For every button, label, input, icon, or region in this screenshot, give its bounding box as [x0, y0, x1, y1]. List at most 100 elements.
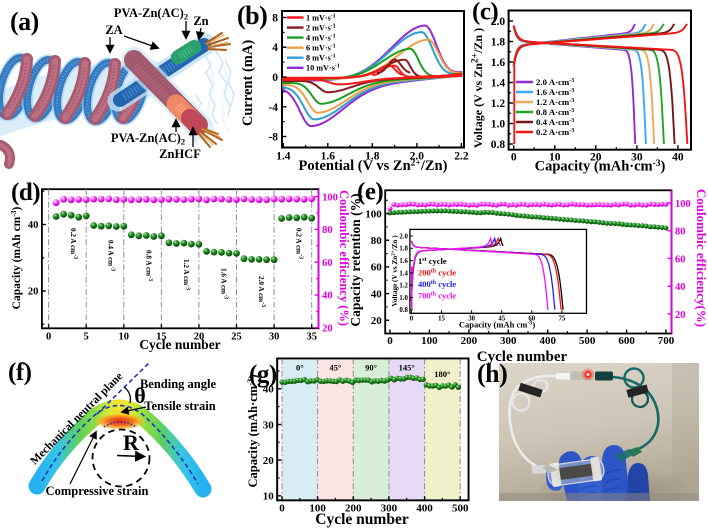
svg-text:20: 20 — [28, 287, 39, 298]
svg-text:100: 100 — [309, 502, 326, 514]
svg-text:Cycle number: Cycle number — [315, 511, 409, 528]
svg-text:700th cycle: 700th cycle — [418, 291, 456, 301]
svg-text:(g): (g) — [249, 361, 277, 388]
svg-text:400: 400 — [416, 502, 433, 514]
svg-text:Capacity (mAh·cm-3): Capacity (mAh·cm-3) — [535, 159, 666, 175]
svg-text:20: 20 — [590, 152, 602, 164]
svg-text:Coulombic efficiency (%): Coulombic efficiency (%) — [337, 190, 351, 326]
svg-text:0: 0 — [279, 502, 285, 514]
svg-text:(c): (c) — [472, 0, 498, 26]
svg-text:60: 60 — [322, 258, 333, 269]
svg-text:400: 400 — [539, 335, 556, 347]
svg-text:Current (mA): Current (mA) — [240, 40, 256, 126]
svg-text:20: 20 — [371, 315, 383, 327]
svg-text:8 mV·s-1: 8 mV·s-1 — [306, 54, 336, 63]
svg-text:ZnHCF: ZnHCF — [159, 147, 201, 161]
svg-text:2.0 A·cm-3: 2.0 A·cm-3 — [536, 77, 574, 87]
svg-text:0.2 A cm-3: 0.2 A cm-3 — [69, 228, 78, 259]
svg-text:1.2 A cm-3: 1.2 A cm-3 — [182, 259, 191, 290]
svg-text:100: 100 — [675, 199, 691, 210]
svg-text:10: 10 — [549, 152, 561, 164]
svg-text:20: 20 — [194, 331, 205, 342]
svg-text:1.0: 1.0 — [491, 119, 506, 131]
svg-text:0.2 A cm-3: 0.2 A cm-3 — [295, 228, 304, 259]
svg-text:1.4: 1.4 — [276, 151, 291, 163]
svg-text:Voltage (V vs Zn2+/Zn ): Voltage (V vs Zn2+/Zn ) — [391, 235, 399, 307]
svg-text:40: 40 — [28, 220, 39, 231]
svg-text:30: 30 — [263, 419, 275, 431]
svg-text:1.6: 1.6 — [491, 57, 506, 69]
svg-text:1.0: 1.0 — [399, 295, 408, 302]
svg-text:100: 100 — [322, 192, 338, 203]
svg-text:Capacity (mAh cm-3): Capacity (mAh cm-3) — [9, 206, 23, 309]
svg-text:60: 60 — [371, 262, 383, 274]
svg-text:2.0: 2.0 — [491, 16, 506, 28]
svg-text:40: 40 — [263, 384, 275, 396]
svg-text:2.2: 2.2 — [454, 151, 469, 163]
svg-text:200: 200 — [461, 335, 478, 347]
svg-text:90°: 90° — [365, 363, 377, 373]
svg-text:(e): (e) — [357, 179, 383, 206]
svg-text:ZA: ZA — [105, 23, 122, 37]
svg-text:15: 15 — [156, 331, 167, 342]
svg-text:-8: -8 — [268, 132, 278, 144]
svg-text:25: 25 — [231, 331, 242, 342]
svg-text:20: 20 — [322, 324, 333, 335]
svg-text:0: 0 — [410, 316, 414, 323]
svg-text:145°: 145° — [399, 363, 415, 373]
svg-text:300: 300 — [500, 335, 517, 347]
svg-text:Cycle number: Cycle number — [477, 349, 568, 365]
svg-text:PVA-Zn(AC)2: PVA-Zn(AC)2 — [114, 6, 188, 22]
svg-text:(f): (f) — [8, 359, 32, 386]
svg-text:0.8 A·cm-3: 0.8 A·cm-3 — [536, 107, 574, 117]
svg-text:0°: 0° — [296, 363, 304, 373]
svg-text:40: 40 — [672, 152, 684, 164]
svg-text:1.4: 1.4 — [491, 78, 506, 90]
svg-text:30: 30 — [269, 331, 280, 342]
svg-text:Coulombic efficiency(%): Coulombic efficiency(%) — [694, 189, 708, 327]
svg-text:100: 100 — [365, 208, 382, 220]
svg-text:θ: θ — [134, 383, 145, 408]
svg-text:180°: 180° — [434, 369, 450, 379]
svg-text:2.0: 2.0 — [399, 233, 408, 240]
svg-text:30: 30 — [468, 316, 475, 323]
svg-text:15: 15 — [438, 316, 445, 323]
svg-text:1.8: 1.8 — [365, 151, 380, 163]
svg-text:60: 60 — [528, 316, 535, 323]
svg-text:0: 0 — [387, 335, 393, 347]
svg-text:1st cycle: 1st cycle — [418, 256, 447, 266]
svg-text:400th cycle: 400th cycle — [418, 279, 456, 289]
svg-text:0: 0 — [46, 331, 51, 342]
svg-text:40: 40 — [371, 288, 383, 300]
svg-text:0.8 A cm-3: 0.8 A cm-3 — [144, 250, 153, 281]
svg-text:Bending angle: Bending angle — [140, 377, 217, 391]
svg-text:Potential (V vs Zn2+/Zn): Potential (V vs Zn2+/Zn) — [299, 158, 448, 174]
svg-text:35: 35 — [306, 331, 317, 342]
svg-text:0: 0 — [511, 152, 517, 164]
svg-text:6 mV·s-1: 6 mV·s-1 — [306, 43, 336, 52]
svg-text:Compressive strain: Compressive strain — [46, 484, 149, 498]
svg-text:Tensile strain: Tensile strain — [144, 399, 215, 413]
svg-text:2.0 A cm-3: 2.0 A cm-3 — [257, 276, 266, 307]
svg-text:1.6 A·cm-3: 1.6 A·cm-3 — [536, 87, 574, 97]
svg-text:200th cycle: 200th cycle — [418, 268, 456, 278]
svg-text:20: 20 — [263, 455, 275, 467]
svg-text:4: 4 — [272, 42, 278, 54]
svg-text:40: 40 — [322, 291, 333, 302]
svg-text:45: 45 — [498, 316, 505, 323]
svg-text:2 mV·s-1: 2 mV·s-1 — [306, 23, 336, 32]
svg-text:1 mV·s-1: 1 mV·s-1 — [306, 13, 336, 22]
svg-text:(d): (d) — [11, 179, 40, 206]
svg-text:0.8: 0.8 — [399, 307, 408, 314]
svg-text:Capacity retention (%): Capacity retention (%) — [348, 193, 363, 326]
svg-text:8: 8 — [272, 12, 278, 24]
svg-text:1.2: 1.2 — [491, 98, 506, 110]
svg-text:1.6: 1.6 — [399, 258, 408, 265]
svg-text:Capacity (mAh·cm-3): Capacity (mAh·cm-3) — [245, 375, 260, 488]
svg-text:75: 75 — [559, 316, 566, 323]
svg-text:Cycle number: Cycle number — [139, 337, 220, 352]
svg-text:600: 600 — [618, 335, 635, 347]
svg-text:500: 500 — [579, 335, 596, 347]
svg-text:10: 10 — [119, 331, 130, 342]
svg-text:R: R — [123, 430, 140, 455]
